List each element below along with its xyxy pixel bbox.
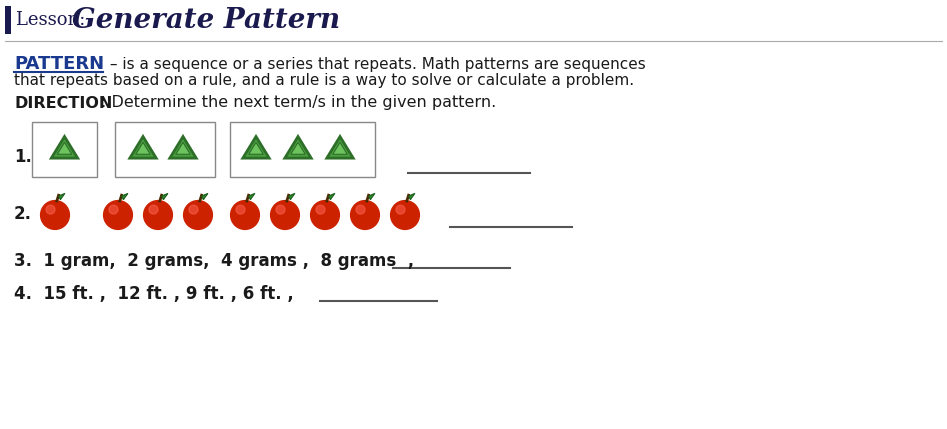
Polygon shape — [121, 193, 128, 200]
Text: Lesson:: Lesson: — [16, 11, 91, 29]
Polygon shape — [51, 136, 78, 158]
Text: PATTERN: PATTERN — [14, 55, 104, 73]
FancyBboxPatch shape — [230, 122, 375, 177]
Polygon shape — [332, 142, 348, 154]
Polygon shape — [176, 142, 190, 154]
Circle shape — [103, 201, 133, 230]
Text: 1.: 1. — [14, 148, 32, 166]
FancyBboxPatch shape — [32, 122, 97, 177]
Circle shape — [311, 201, 339, 230]
Text: that repeats based on a rule, and a rule is a way to solve or calculate a proble: that repeats based on a rule, and a rule… — [14, 73, 634, 88]
Circle shape — [46, 205, 55, 214]
Text: 4.  15 ft. ,  12 ft. , 9 ft. , 6 ft. ,: 4. 15 ft. , 12 ft. , 9 ft. , 6 ft. , — [14, 285, 294, 303]
Circle shape — [271, 201, 299, 230]
Polygon shape — [249, 193, 255, 200]
Polygon shape — [291, 142, 305, 154]
Circle shape — [356, 205, 365, 214]
Circle shape — [189, 205, 198, 214]
Circle shape — [109, 205, 118, 214]
Polygon shape — [249, 142, 263, 154]
Circle shape — [276, 205, 285, 214]
Circle shape — [231, 201, 259, 230]
FancyBboxPatch shape — [5, 6, 11, 34]
Polygon shape — [289, 193, 295, 200]
Polygon shape — [57, 142, 72, 154]
Polygon shape — [368, 193, 375, 200]
Polygon shape — [285, 136, 312, 158]
Circle shape — [144, 201, 172, 230]
Polygon shape — [59, 193, 65, 200]
Circle shape — [396, 205, 405, 214]
Polygon shape — [170, 136, 196, 158]
Circle shape — [390, 201, 420, 230]
Polygon shape — [202, 193, 208, 200]
Text: Generate Pattern: Generate Pattern — [72, 6, 340, 33]
FancyBboxPatch shape — [115, 122, 215, 177]
Circle shape — [236, 205, 245, 214]
Text: – is a sequence or a series that repeats. Math patterns are sequences: – is a sequence or a series that repeats… — [105, 57, 646, 72]
Polygon shape — [135, 142, 151, 154]
Polygon shape — [130, 136, 156, 158]
Text: DIRECTION: DIRECTION — [14, 96, 113, 111]
Circle shape — [316, 205, 325, 214]
Text: : Determine the next term/s in the given pattern.: : Determine the next term/s in the given… — [101, 96, 496, 111]
Polygon shape — [162, 193, 168, 200]
Text: 2.: 2. — [14, 205, 32, 223]
Circle shape — [149, 205, 158, 214]
Polygon shape — [242, 136, 269, 158]
Circle shape — [184, 201, 212, 230]
Circle shape — [41, 201, 69, 230]
Polygon shape — [327, 136, 353, 158]
Polygon shape — [408, 193, 415, 200]
Circle shape — [350, 201, 380, 230]
Text: 3.  1 gram,  2 grams,  4 grams ,  8 grams  ,: 3. 1 gram, 2 grams, 4 grams , 8 grams , — [14, 252, 414, 270]
Polygon shape — [329, 193, 335, 200]
